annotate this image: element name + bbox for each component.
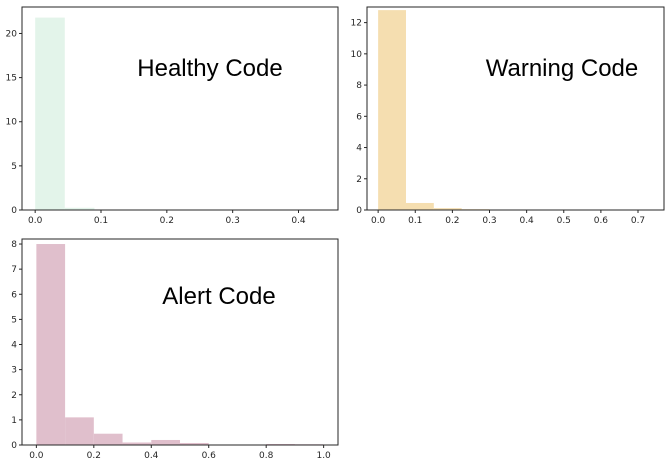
healthy-code-xtick-label: 0.4	[291, 216, 306, 226]
warning-code-ytick-label: 8	[356, 81, 362, 91]
alert-code-bar-0	[36, 244, 66, 445]
healthy-code-xtick-label: 0.1	[94, 216, 108, 226]
alert-code-xtick-label: 1.0	[316, 451, 331, 461]
healthy-code-bar-1	[64, 207, 95, 210]
alert-code-xtick-label: 0.4	[144, 451, 159, 461]
alert-code-panel: 0.0 0.2 0.4 0.6 0.8 1.0 0 1 2 3 4 5 6 7 8 Alert Code	[11, 238, 339, 461]
alert-code-bar-4	[151, 439, 180, 445]
alert-code-annotation: Alert Code	[162, 283, 275, 310]
warning-code-xtick-label: 0.2	[445, 216, 459, 226]
healthy-code-xtick-label: 0.0	[28, 216, 43, 226]
alert-code-xtick-label: 0.8	[259, 451, 274, 461]
warning-code-axes-frame	[366, 6, 665, 211]
warning-code-xtick-label: 0.7	[631, 216, 645, 226]
healthy-code-ytick-label: 0	[11, 206, 17, 216]
warning-code-xtick-label: 0.0	[371, 216, 386, 226]
alert-code-bar-2	[93, 433, 123, 445]
warning-code-ytick-label: 6	[356, 112, 362, 122]
warning-code-panel: 0.0 0.1 0.2 0.3 0.4 0.5 0.6 0.7 0 2 4 6 8 10 12 Warning…	[351, 6, 665, 226]
healthy-code-ytick-label: 5	[11, 162, 17, 172]
alert-code-ytick-label: 5	[11, 315, 17, 325]
alert-code-bar-8	[266, 443, 295, 445]
alert-code-ytick-label: 3	[11, 366, 17, 376]
warning-code-ytick-label: 0	[356, 206, 362, 216]
alert-code-ytick-label: 1	[11, 416, 17, 426]
warning-code-xtick-label: 0.3	[482, 216, 496, 226]
alert-code-xtick-label: 0.0	[29, 451, 44, 461]
warning-code-bar-0	[378, 10, 406, 210]
alert-code-ytick-label: 2	[11, 391, 17, 401]
healthy-code-xtick-label: 0.3	[226, 216, 240, 226]
alert-code-xtick-label: 0.6	[202, 451, 217, 461]
alert-code-ytick-label: 7	[11, 265, 17, 275]
warning-code-annotation: Warning Code	[486, 55, 639, 82]
warning-code-bar-2	[433, 208, 462, 210]
warning-code-xtick-label: 0.5	[557, 216, 571, 226]
alert-code-bar-1	[65, 417, 94, 445]
healthy-code-axes-frame	[21, 6, 339, 211]
healthy-code-ytick-label: 10	[6, 118, 18, 128]
warning-code-bar-1	[405, 202, 434, 210]
alert-code-ytick-label: 6	[11, 290, 17, 300]
warning-code-xtick-label: 0.4	[519, 216, 534, 226]
healthy-code-ytick-label: 15	[6, 74, 17, 84]
warning-code-ytick-label: 12	[351, 19, 362, 29]
warning-code-ytick-label: 4	[356, 144, 362, 154]
warning-code-xtick-label: 0.6	[594, 216, 609, 226]
alert-code-ytick-label: 4	[11, 341, 17, 351]
healthy-code-ytick-label: 20	[6, 29, 18, 39]
alert-code-ytick-label: 0	[11, 441, 17, 451]
alert-code-ytick-label: 8	[11, 240, 17, 250]
alert-code-bar-3	[122, 442, 152, 445]
warning-code-xtick-label: 0.1	[408, 216, 422, 226]
healthy-code-bar-0	[35, 17, 65, 210]
alert-code-axes-frame	[21, 238, 339, 446]
warning-code-ytick-label: 10	[351, 50, 363, 60]
healthy-code-xtick-label: 0.2	[160, 216, 174, 226]
healthy-code-annotation: Healthy Code	[137, 55, 282, 82]
healthy-code-panel: 0.0 0.1 0.2 0.3 0.4 0 5 10 15 20 Healthy Code	[6, 6, 339, 226]
alert-code-bar-5	[180, 442, 209, 445]
warning-code-ytick-label: 2	[356, 175, 362, 185]
alert-code-xtick-label: 0.2	[87, 451, 101, 461]
